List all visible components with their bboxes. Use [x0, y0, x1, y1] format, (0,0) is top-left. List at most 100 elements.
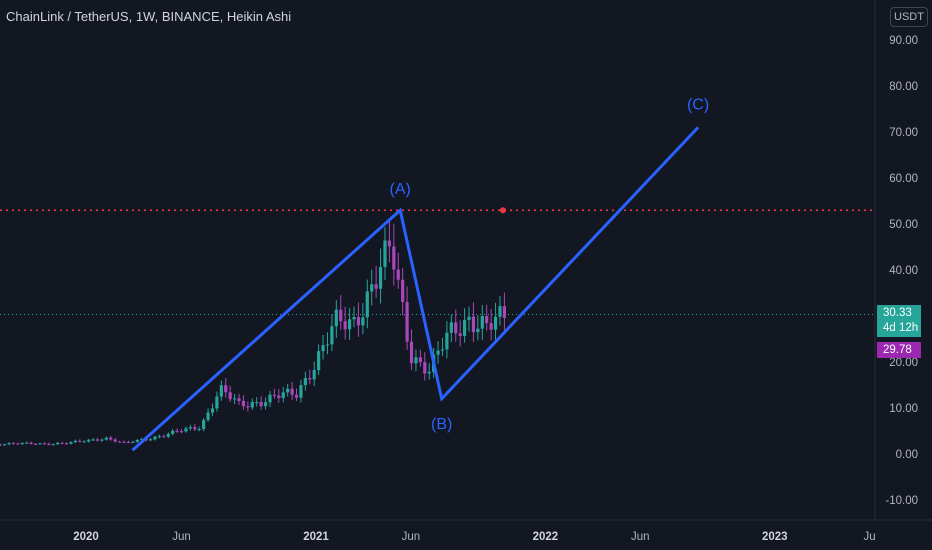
candle-body — [91, 439, 95, 441]
candle-body — [467, 316, 471, 321]
candle-body — [365, 291, 369, 318]
candle-body — [427, 371, 431, 374]
candle-body — [69, 442, 73, 444]
candle-body — [277, 395, 281, 398]
current-price-value: 30.33 — [883, 307, 912, 319]
bar-countdown: 4d 12h — [883, 322, 919, 334]
candle-body — [131, 441, 135, 443]
wave-label: (C) — [687, 96, 709, 113]
candle-body — [95, 439, 100, 441]
candle-body — [33, 443, 38, 445]
time-tick-label: 2020 — [73, 531, 99, 543]
chart-title: ChainLink / TetherUS, 1W, BINANCE, Heiki… — [6, 9, 292, 24]
candle-body — [140, 439, 144, 441]
candle-body — [325, 344, 330, 346]
candle-body — [162, 436, 166, 438]
currency-selector[interactable]: USDT — [890, 7, 928, 27]
candle-body — [339, 309, 343, 322]
candle-body — [215, 396, 219, 409]
candle-body — [259, 401, 263, 407]
candle-body — [312, 370, 316, 380]
price-tick-label: 0.00 — [896, 449, 918, 461]
price-tick-label: 20.00 — [889, 357, 918, 369]
candle-body — [272, 394, 277, 396]
time-tick-label: 2021 — [303, 531, 329, 543]
time-tick-label: 2022 — [533, 531, 559, 543]
price-tick-label: 80.00 — [889, 81, 918, 93]
candle-body — [409, 341, 414, 364]
time-axis[interactable]: 2020 Jun 2021 Jun 2022 Jun 2023 Ju — [73, 531, 876, 543]
candle-body — [281, 392, 285, 398]
current-price-tag: 30.33 4d 12h — [877, 305, 921, 337]
candle-body — [20, 443, 24, 445]
candle-body — [193, 427, 197, 430]
candle-body — [418, 357, 422, 363]
candle-body — [454, 322, 458, 334]
candle-body — [405, 302, 409, 342]
candle-body — [436, 350, 440, 355]
candle-body — [255, 401, 259, 403]
candle-body — [188, 427, 192, 429]
candle-body — [7, 443, 11, 445]
candle-body — [485, 315, 489, 324]
candle-body — [153, 436, 157, 440]
candle-body — [184, 428, 188, 432]
price-axis[interactable]: 90.0080.0070.0060.0050.0040.0030.0020.00… — [885, 35, 918, 507]
candle-body — [126, 442, 131, 444]
time-tick-label: Jun — [631, 531, 650, 543]
candle-body — [237, 398, 241, 401]
candle-body — [0, 444, 2, 446]
candle-body — [228, 392, 232, 400]
candle-body — [334, 309, 338, 327]
candle-body — [100, 439, 104, 441]
resistance-handle[interactable] — [500, 207, 506, 214]
candle-body — [29, 442, 33, 444]
candle-body — [250, 402, 254, 408]
second-price-tag: 29.78 — [877, 342, 921, 358]
candle-body — [2, 444, 7, 446]
candle-body — [246, 406, 250, 408]
candle-body — [392, 246, 396, 270]
price-tick-label: 40.00 — [889, 265, 918, 277]
candle-body — [286, 388, 290, 393]
time-tick-label: Jun — [402, 531, 421, 543]
candle-body — [113, 439, 117, 442]
wave-labels: (A) (B) (C) — [390, 96, 710, 432]
candle-body — [104, 437, 108, 440]
candle-body — [493, 316, 498, 330]
candle-body — [16, 443, 20, 445]
candle-body — [219, 385, 223, 397]
candle-body — [361, 317, 365, 326]
wave-trendline[interactable] — [131, 126, 700, 452]
candle-body — [51, 444, 55, 446]
candle-body — [268, 394, 272, 403]
candle-body — [117, 441, 122, 443]
candle-body — [378, 266, 383, 289]
candle-body — [47, 443, 51, 445]
candle-body — [241, 400, 246, 407]
candle-body — [321, 345, 325, 352]
candle-body — [445, 332, 449, 350]
candle-body — [356, 317, 361, 326]
candle-body — [109, 437, 113, 440]
candle-body — [148, 439, 153, 441]
candle-body — [401, 279, 405, 303]
candle-body — [87, 439, 91, 442]
price-tick-label: 10.00 — [889, 403, 918, 415]
candle-body — [64, 443, 69, 445]
candle-body — [56, 442, 60, 445]
time-tick-label: Ju — [864, 531, 876, 543]
candle-body — [73, 440, 77, 443]
candle-body — [202, 419, 206, 430]
candle-body — [263, 402, 268, 407]
candle-body — [343, 321, 347, 330]
candle-body — [423, 362, 427, 374]
candle-body — [175, 430, 179, 432]
price-tick-label: 90.00 — [889, 35, 918, 47]
price-tick-label: 50.00 — [889, 219, 918, 231]
candle-body — [78, 440, 82, 442]
candles — [0, 220, 507, 447]
candle-body — [25, 442, 29, 444]
